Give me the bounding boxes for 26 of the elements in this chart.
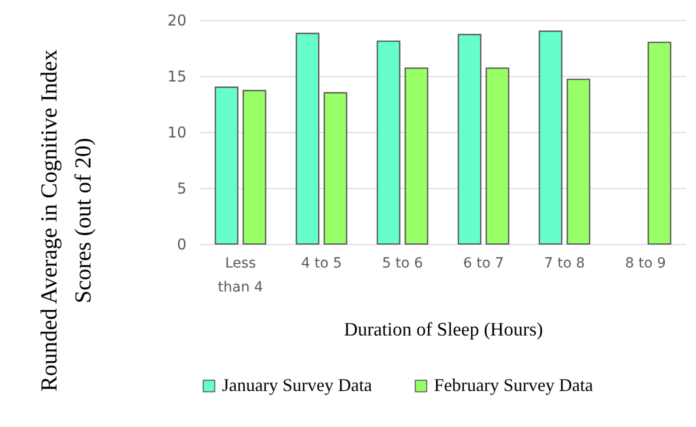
y-axis-title: Rounded Average in Cognitive Index Scores (out of 20) bbox=[36, 49, 96, 392]
x-tick-label: 7 to 8 bbox=[544, 256, 585, 272]
bar bbox=[376, 40, 400, 245]
x-axis-title: Duration of Sleep (Hours) bbox=[344, 320, 543, 340]
bar bbox=[242, 90, 266, 245]
bar bbox=[214, 86, 238, 245]
legend-label: January Survey Data bbox=[222, 375, 372, 395]
x-tick-label: 4 to 5 bbox=[301, 256, 342, 272]
y-tick-label: 20 bbox=[167, 12, 186, 30]
x-tick-label: 5 to 6 bbox=[382, 256, 423, 272]
x-tick-label: Less than 4 bbox=[218, 256, 264, 296]
bar bbox=[458, 34, 482, 245]
legend-label: February Survey Data bbox=[434, 375, 593, 395]
x-tick-label: 6 to 7 bbox=[463, 256, 504, 272]
y-tick-label: 15 bbox=[167, 68, 186, 86]
y-tick-label: 10 bbox=[167, 124, 186, 142]
bar bbox=[486, 68, 510, 245]
y-tick-label: 5 bbox=[176, 180, 186, 198]
x-tick-label: 8 to 9 bbox=[625, 256, 666, 272]
y-tick-label: 0 bbox=[176, 236, 186, 254]
bar bbox=[324, 92, 348, 245]
bar bbox=[538, 30, 562, 245]
bar bbox=[296, 32, 320, 245]
bar bbox=[566, 78, 590, 245]
bar bbox=[648, 42, 672, 245]
bar bbox=[404, 68, 428, 245]
